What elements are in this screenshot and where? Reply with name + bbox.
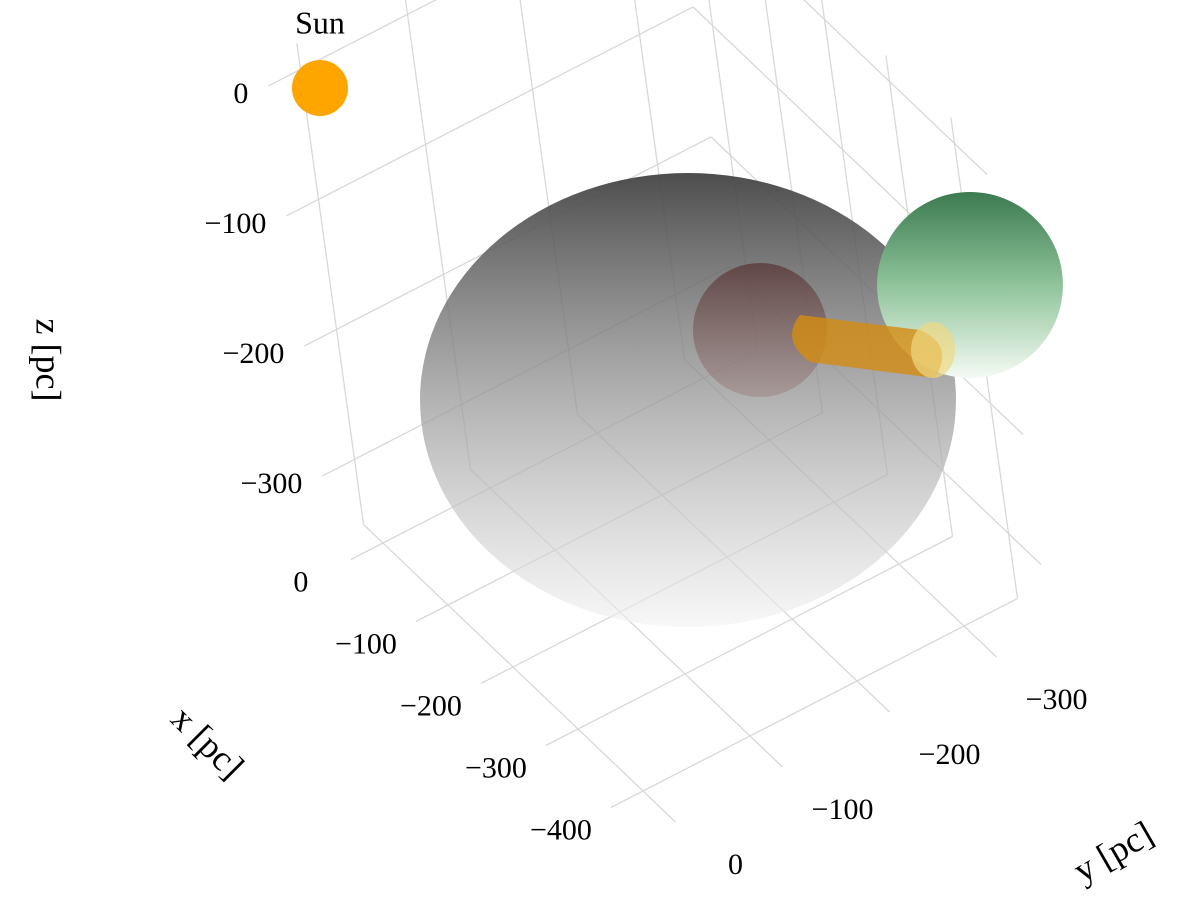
point-label: Sun	[295, 4, 345, 40]
x-tick-label: −400	[530, 813, 592, 846]
grid-line	[286, 6, 694, 217]
cylinder	[792, 315, 943, 378]
z-tick-label: −200	[222, 337, 284, 370]
grid-line	[803, 0, 988, 175]
grid-line	[545, 535, 953, 747]
x-tick-label: 0	[293, 565, 308, 598]
grid-line	[363, 523, 676, 823]
cylinder-end	[911, 322, 955, 378]
red-sphere	[693, 263, 827, 397]
y-tick-label: 0	[728, 848, 743, 881]
x-tick-label: −100	[335, 627, 397, 660]
z-axis-label: z [pc]	[29, 319, 69, 402]
x-tick-label: −300	[465, 751, 527, 784]
grid-line	[610, 597, 1018, 809]
grid-line	[268, 0, 437, 87]
z-tick-label: 0	[233, 77, 248, 110]
y-tick-label: −200	[919, 738, 981, 771]
point	[292, 60, 348, 116]
y-tick-label: −300	[1026, 683, 1088, 716]
large-ellipsoid	[420, 173, 956, 627]
x-axis-label: x [pc]	[163, 698, 251, 786]
y-tick-label: −100	[812, 793, 874, 826]
z-tick-label: −300	[240, 467, 302, 500]
x-tick-label: −200	[400, 689, 462, 722]
z-tick-label: −100	[204, 207, 266, 240]
y-axis-label: y [pc]	[1066, 813, 1160, 890]
grid-line	[296, 43, 365, 525]
